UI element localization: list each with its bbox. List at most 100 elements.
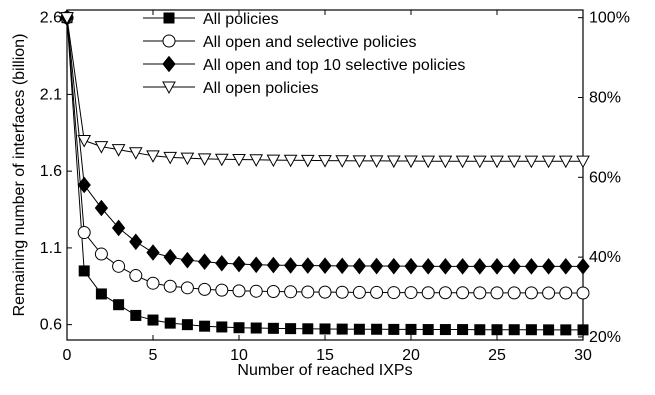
data-point xyxy=(490,258,504,275)
data-point xyxy=(232,153,246,167)
y-tick-label: 2.1 xyxy=(40,86,62,103)
data-point xyxy=(249,256,263,274)
data-point xyxy=(180,152,195,166)
y2-tick-label: 20% xyxy=(589,329,621,346)
data-point xyxy=(543,324,555,336)
data-point xyxy=(335,257,349,275)
data-point xyxy=(456,286,470,300)
data-point xyxy=(491,324,503,336)
data-point xyxy=(163,151,178,165)
data-point xyxy=(525,324,537,336)
data-point xyxy=(60,12,74,25)
data-point xyxy=(301,285,315,299)
legend-item: All open policies xyxy=(143,80,319,97)
data-point xyxy=(233,322,245,334)
data-point xyxy=(457,324,469,336)
data-point xyxy=(111,144,126,157)
x-tick-label: 20 xyxy=(402,347,420,364)
legend-label: All policies xyxy=(203,11,279,28)
data-point xyxy=(197,153,212,166)
data-point xyxy=(285,323,297,335)
data-point xyxy=(335,285,349,299)
legend-item: All open and top 10 selective policies xyxy=(143,55,465,74)
legend-marker xyxy=(163,12,175,24)
data-point xyxy=(352,285,366,299)
data-point xyxy=(77,226,91,240)
data-point xyxy=(335,155,350,168)
data-point xyxy=(576,155,590,169)
data-point xyxy=(508,324,520,336)
data-point xyxy=(370,285,384,299)
x-tick-label: 30 xyxy=(574,347,592,364)
x-tick-label: 25 xyxy=(488,347,506,364)
data-point xyxy=(542,286,556,300)
data-point xyxy=(319,323,331,335)
data-point xyxy=(438,286,452,300)
data-point xyxy=(507,155,522,169)
data-point xyxy=(128,147,143,160)
y2-tick-label: 60% xyxy=(589,169,621,186)
y-tick-label: 2.6 xyxy=(40,10,62,27)
legend: All policies All open and selective polic… xyxy=(143,11,465,97)
data-point xyxy=(524,286,538,300)
data-point xyxy=(336,323,348,335)
data-point xyxy=(318,285,332,299)
data-point xyxy=(421,155,436,169)
data-point xyxy=(301,257,315,274)
data-point xyxy=(284,285,298,299)
data-point xyxy=(422,324,434,336)
data-point xyxy=(559,258,573,275)
legend-marker xyxy=(162,34,176,48)
data-point xyxy=(352,155,367,168)
data-point xyxy=(197,253,212,271)
data-point xyxy=(94,247,108,261)
y-tick-label: 1.6 xyxy=(40,163,62,180)
data-point xyxy=(113,299,125,311)
data-point xyxy=(232,284,246,298)
data-point xyxy=(249,284,263,298)
data-point xyxy=(541,258,556,275)
data-point xyxy=(404,155,418,169)
data-point xyxy=(147,314,159,326)
data-point xyxy=(560,324,572,336)
data-point xyxy=(524,258,539,275)
data-point xyxy=(198,282,212,296)
data-point xyxy=(576,286,590,300)
data-point xyxy=(558,155,573,169)
data-point xyxy=(352,257,367,275)
legend-label: All open policies xyxy=(203,80,319,97)
data-point xyxy=(473,286,487,300)
legend-marker xyxy=(162,55,176,73)
x-tick-label: 10 xyxy=(230,347,248,364)
data-point xyxy=(576,258,590,275)
x-axis-label: Number of reached IXPs xyxy=(237,362,412,379)
data-point xyxy=(215,283,229,297)
data-point xyxy=(421,258,435,275)
data-point xyxy=(199,320,211,332)
data-point xyxy=(250,322,262,334)
data-point xyxy=(180,251,195,269)
data-point xyxy=(266,256,281,274)
data-point xyxy=(369,257,384,275)
data-point xyxy=(215,254,229,272)
data-point xyxy=(490,155,504,169)
data-point xyxy=(541,155,556,169)
data-point xyxy=(266,284,280,298)
series-line xyxy=(66,17,583,267)
data-point xyxy=(129,233,143,251)
data-point xyxy=(181,319,193,331)
data-point xyxy=(129,269,143,283)
data-point xyxy=(302,323,314,335)
data-point xyxy=(94,199,109,217)
data-point xyxy=(146,150,160,163)
data-point xyxy=(507,286,521,300)
data-point xyxy=(318,257,332,275)
data-point xyxy=(490,286,504,300)
data-point xyxy=(473,258,487,275)
data-point xyxy=(164,317,176,329)
data-point xyxy=(94,141,109,154)
legend-item: All open and selective policies xyxy=(143,34,416,51)
data-point xyxy=(300,154,315,168)
data-point xyxy=(455,258,470,275)
data-point xyxy=(559,286,573,300)
